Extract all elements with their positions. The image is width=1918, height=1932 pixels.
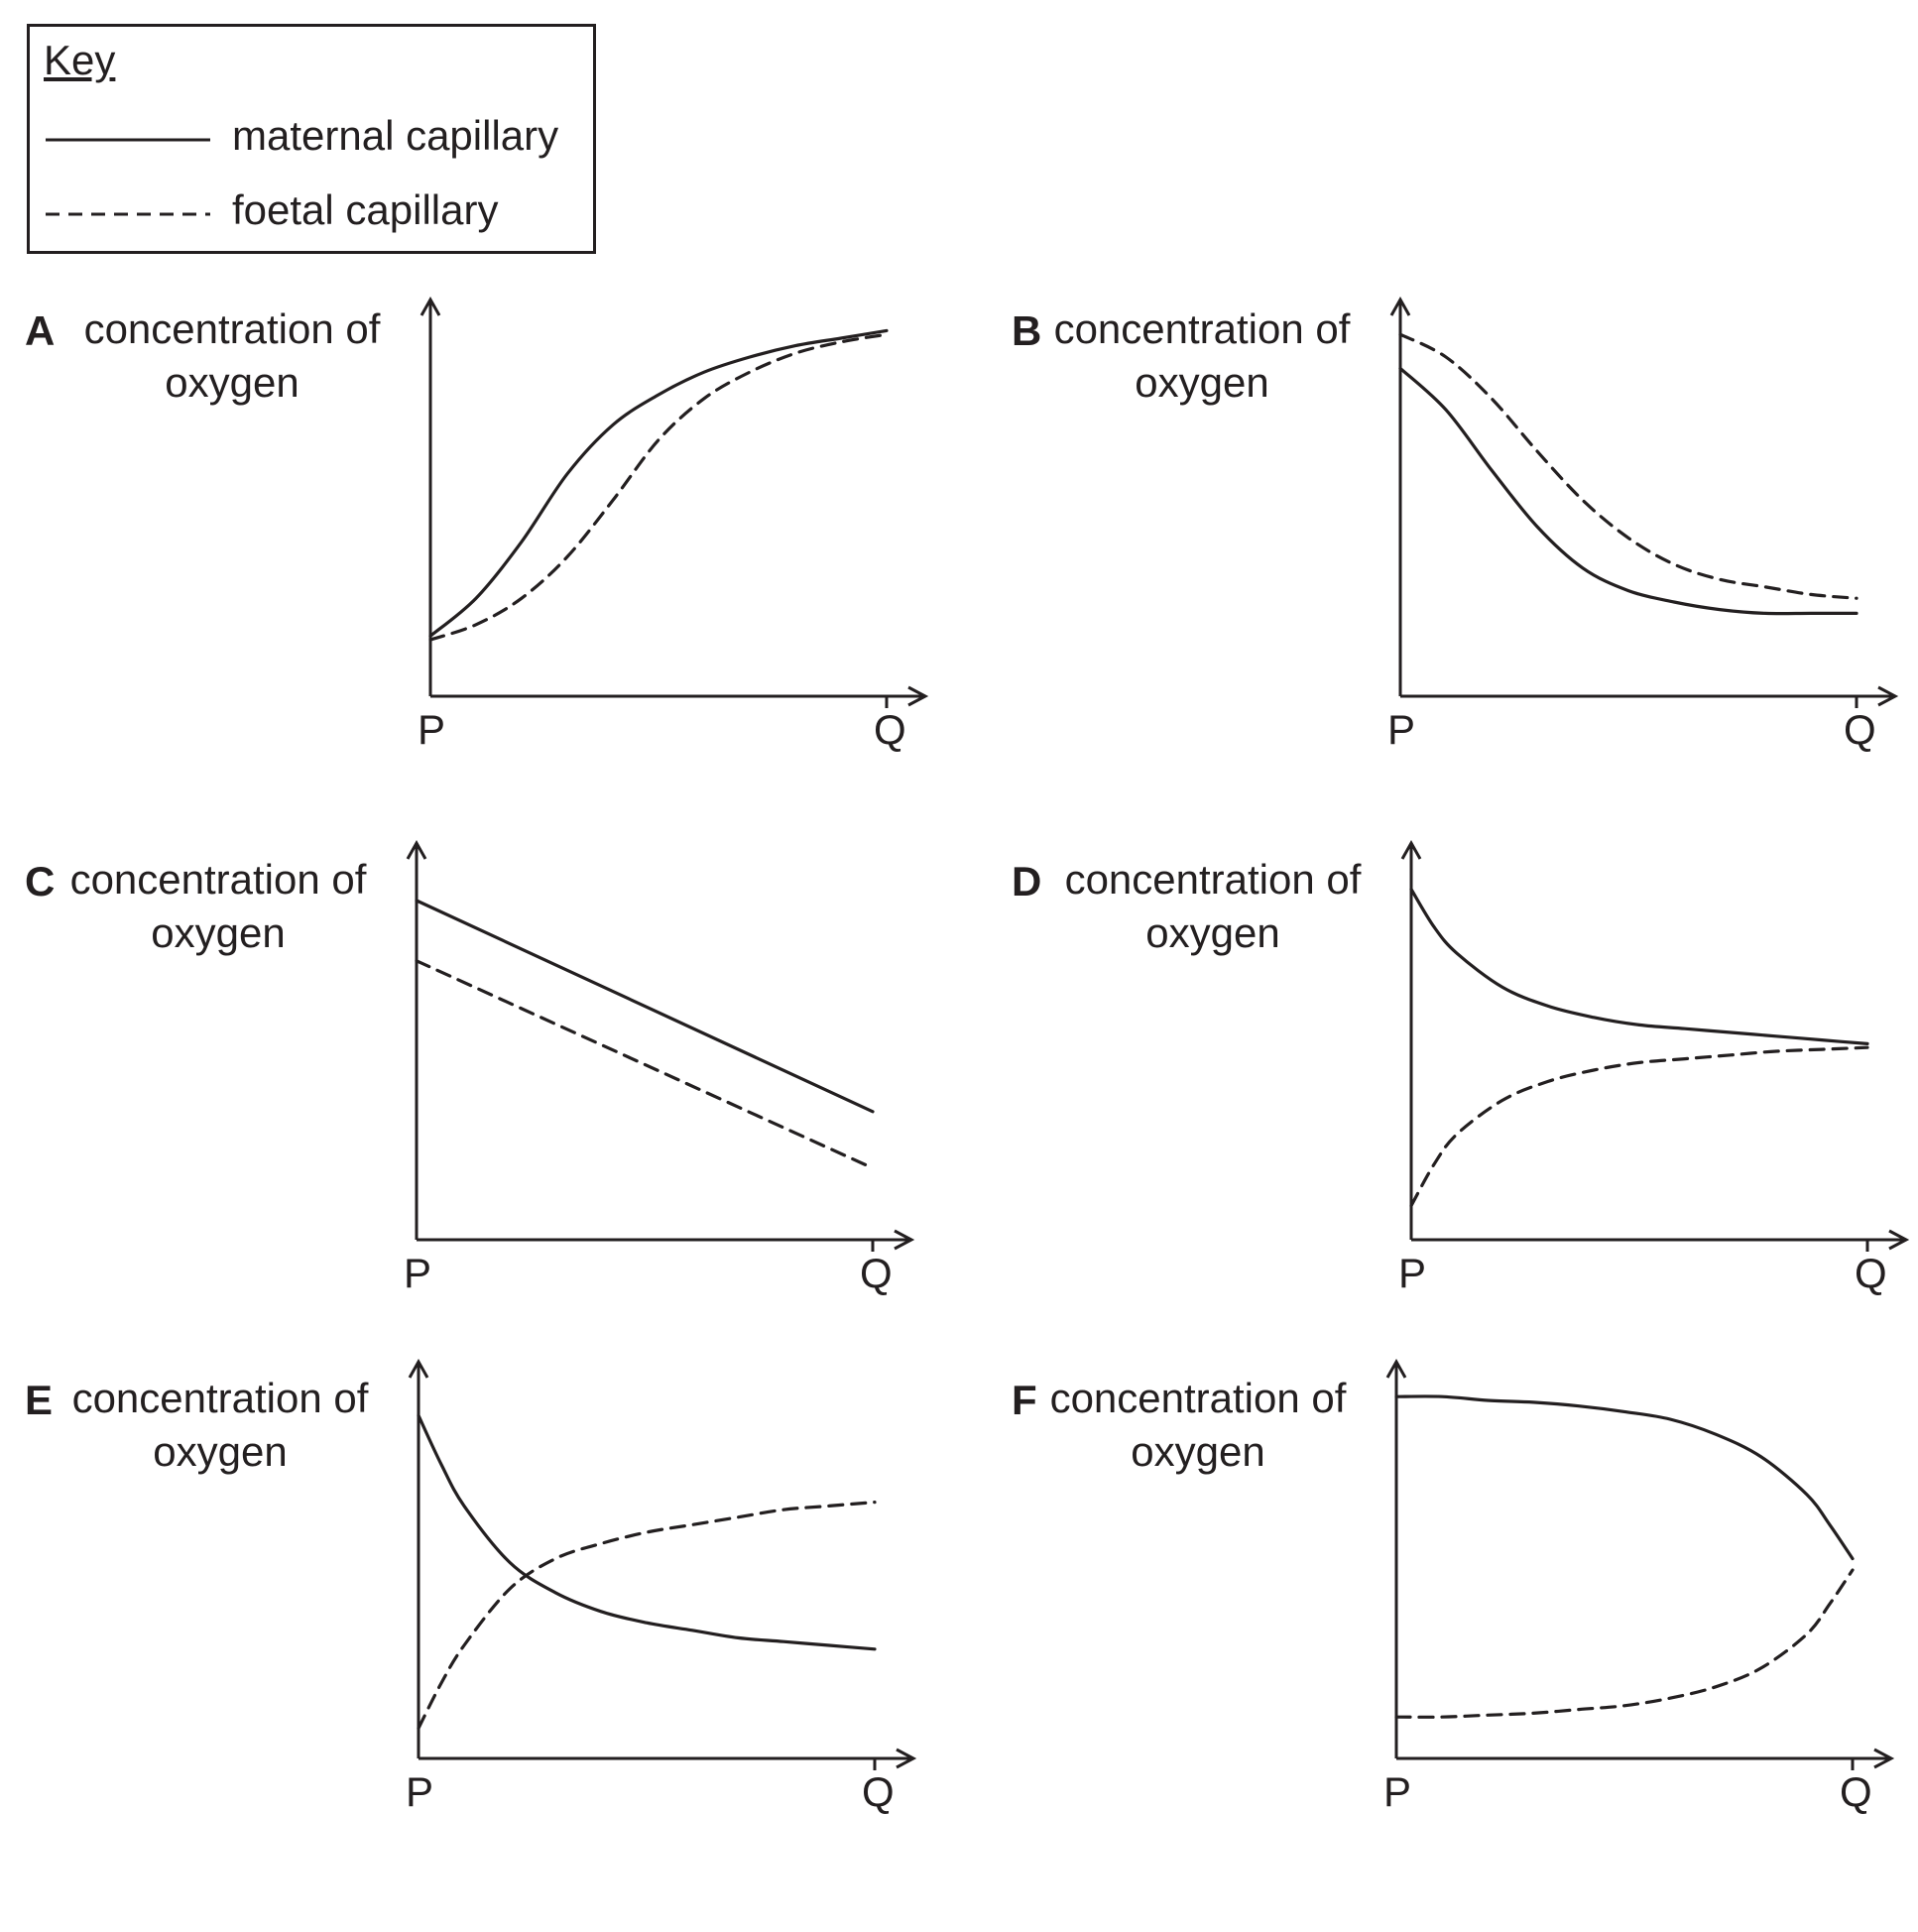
y-axis-label: concentration of oxygen [1064, 856, 1362, 956]
x-tick-label-p: P [418, 706, 446, 753]
y-axis-arrow [408, 1358, 429, 1379]
y-axis-arrow [1385, 1358, 1407, 1379]
panel-letter: B [1012, 307, 1042, 354]
x-tick-label-p: P [1387, 706, 1416, 753]
x-tick-label-p: P [1398, 1250, 1427, 1296]
x-tick-label-p: P [1383, 1768, 1412, 1815]
foetal-capillary-line [428, 332, 889, 642]
maternal-capillary-line [1409, 888, 1869, 1045]
panel-letter: A [25, 307, 56, 354]
x-axis-arrow [896, 1748, 917, 1769]
key-title: Key [44, 37, 116, 83]
foetal-capillary-line [417, 1501, 877, 1731]
maternal-capillary-line [428, 328, 889, 638]
key-label-maternal: maternal capillary [232, 112, 559, 159]
x-axis-arrow [1877, 685, 1899, 707]
y-axis-label: concentration of oxygen [71, 1375, 369, 1475]
plot-area [1400, 839, 1910, 1252]
plot-area [1389, 296, 1899, 708]
foetal-capillary-line [415, 959, 875, 1170]
maternal-capillary-line [415, 899, 875, 1114]
key-item-maternal: maternal capillary [44, 106, 589, 166]
y-axis-arrow [1389, 296, 1411, 316]
x-axis-arrow [894, 1229, 915, 1251]
y-axis-label: concentration of oxygen [1049, 1375, 1347, 1475]
x-axis-arrow [1888, 1229, 1910, 1251]
foetal-capillary-line [1398, 332, 1858, 600]
x-tick-label-p: P [406, 1768, 434, 1815]
maternal-capillary-line [417, 1413, 877, 1651]
x-tick-label-q: Q [1855, 1250, 1887, 1296]
dashed-line-swatch [46, 212, 210, 216]
x-tick-label-p: P [404, 1250, 432, 1296]
solid-line-swatch [46, 138, 210, 142]
x-tick-label-q: Q [860, 1250, 893, 1296]
y-axis-arrow [1400, 839, 1422, 860]
x-tick-label-q: Q [874, 706, 906, 753]
maternal-capillary-line [1394, 1394, 1855, 1561]
plot-area [420, 296, 929, 708]
foetal-capillary-line [1409, 1045, 1869, 1208]
key-item-foetal: foetal capillary [44, 181, 589, 240]
key-label-foetal: foetal capillary [232, 186, 499, 233]
key-legend: Key maternal capillary foetal capillary [27, 24, 596, 254]
x-axis-arrow [907, 685, 929, 707]
y-axis-arrow [420, 296, 441, 316]
panel-letter: D [1012, 858, 1042, 905]
y-axis-arrow [406, 839, 427, 860]
panel-letter: F [1012, 1377, 1037, 1423]
x-tick-label-q: Q [1844, 706, 1876, 753]
panel-letter: C [25, 858, 56, 905]
plot-area [1385, 1358, 1895, 1770]
y-axis-label: concentration of oxygen [1053, 305, 1351, 406]
panel-letter: E [25, 1377, 54, 1423]
x-axis-arrow [1873, 1748, 1895, 1769]
y-axis-label: concentration of oxygen [69, 856, 367, 956]
plot-area [406, 839, 915, 1252]
x-tick-label-q: Q [1840, 1768, 1872, 1815]
y-axis-label: concentration of oxygen [83, 305, 381, 406]
plot-area [408, 1358, 917, 1770]
x-tick-label-q: Q [862, 1768, 895, 1815]
foetal-capillary-line [1394, 1568, 1855, 1719]
maternal-capillary-line [1398, 366, 1858, 616]
